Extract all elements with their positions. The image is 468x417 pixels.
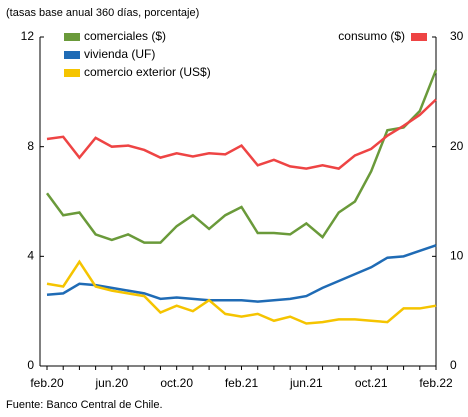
y2-tick-label: 30: [450, 29, 464, 43]
legend-swatch: [64, 33, 80, 41]
x-tick-label: feb.20: [30, 376, 64, 390]
legend-label: consumo ($): [338, 29, 405, 43]
x-tick-label: feb.21: [225, 376, 259, 390]
y2-tick-label: 0: [450, 358, 457, 372]
x-tick-label: feb.22: [419, 376, 453, 390]
series-line: [45, 69, 438, 244]
legend-label: comerciales ($): [84, 29, 166, 43]
y-tick-label: 0: [27, 358, 34, 372]
series-line: [46, 259, 437, 325]
x-tick-label: jun.21: [289, 376, 323, 390]
x-tick-label: oct.20: [160, 376, 193, 390]
y2-tick-label: 20: [450, 139, 464, 153]
chart-source: Fuente: Banco Central de Chile.: [6, 399, 163, 411]
x-tick-label: oct.21: [355, 376, 388, 390]
y-tick-label: 12: [21, 29, 35, 43]
legend-swatch: [64, 69, 80, 77]
y2-tick-label: 10: [450, 249, 464, 263]
series-line: [46, 98, 437, 170]
legend-label: comercio exterior (US$): [84, 65, 211, 79]
y-tick-label: 8: [27, 139, 34, 153]
y-tick-label: 4: [27, 249, 34, 263]
legend-swatch: [64, 51, 80, 59]
legend-label: vivienda (UF): [84, 47, 155, 61]
legend-swatch: [411, 33, 427, 41]
x-tick-label: jun.20: [94, 376, 128, 390]
series-line: [46, 244, 437, 303]
chart-subtitle: (tasas base anual 360 días, porcentaje): [6, 7, 199, 19]
